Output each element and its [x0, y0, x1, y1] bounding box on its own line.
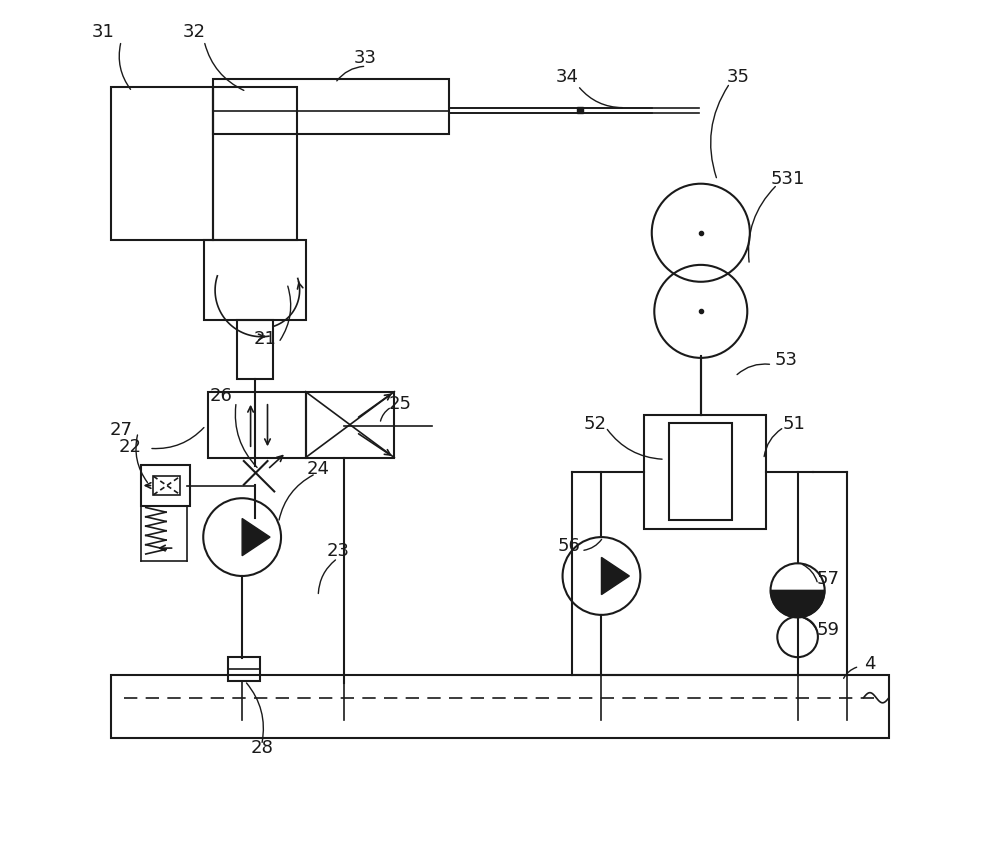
Bar [208, 391, 306, 458]
Text: 31: 31 [91, 23, 114, 42]
Text: 22: 22 [118, 437, 141, 455]
Bar [669, 423, 732, 520]
Text: 53: 53 [774, 351, 797, 368]
Polygon shape [601, 557, 629, 595]
Bar [228, 657, 260, 681]
Text: 57: 57 [817, 570, 840, 588]
Bar [644, 414, 766, 528]
Text: 33: 33 [353, 49, 376, 66]
Bar [237, 320, 273, 379]
Text: 28: 28 [250, 740, 273, 757]
Text: 32: 32 [182, 23, 205, 42]
Text: 23: 23 [326, 541, 349, 560]
Text: 25: 25 [389, 396, 412, 414]
Text: 34: 34 [556, 68, 579, 86]
Bar [213, 88, 297, 239]
Polygon shape [242, 518, 270, 556]
Text: 21: 21 [254, 330, 276, 348]
Text: 24: 24 [307, 460, 330, 478]
Bar [153, 477, 180, 494]
Text: 35: 35 [727, 68, 750, 86]
Bar [306, 391, 394, 458]
Bar [213, 79, 449, 134]
Bar [204, 239, 306, 320]
Bar [111, 675, 889, 739]
Text: 26: 26 [210, 387, 232, 405]
Text: 59: 59 [817, 621, 840, 639]
Polygon shape [771, 591, 825, 618]
Text: 56: 56 [558, 536, 581, 555]
Text: 4: 4 [865, 655, 876, 673]
Text: 52: 52 [583, 414, 606, 433]
Bar [141, 465, 190, 505]
Text: 531: 531 [770, 169, 805, 187]
Text: 27: 27 [110, 420, 133, 439]
Bar [111, 88, 213, 239]
Text: 51: 51 [783, 414, 806, 433]
